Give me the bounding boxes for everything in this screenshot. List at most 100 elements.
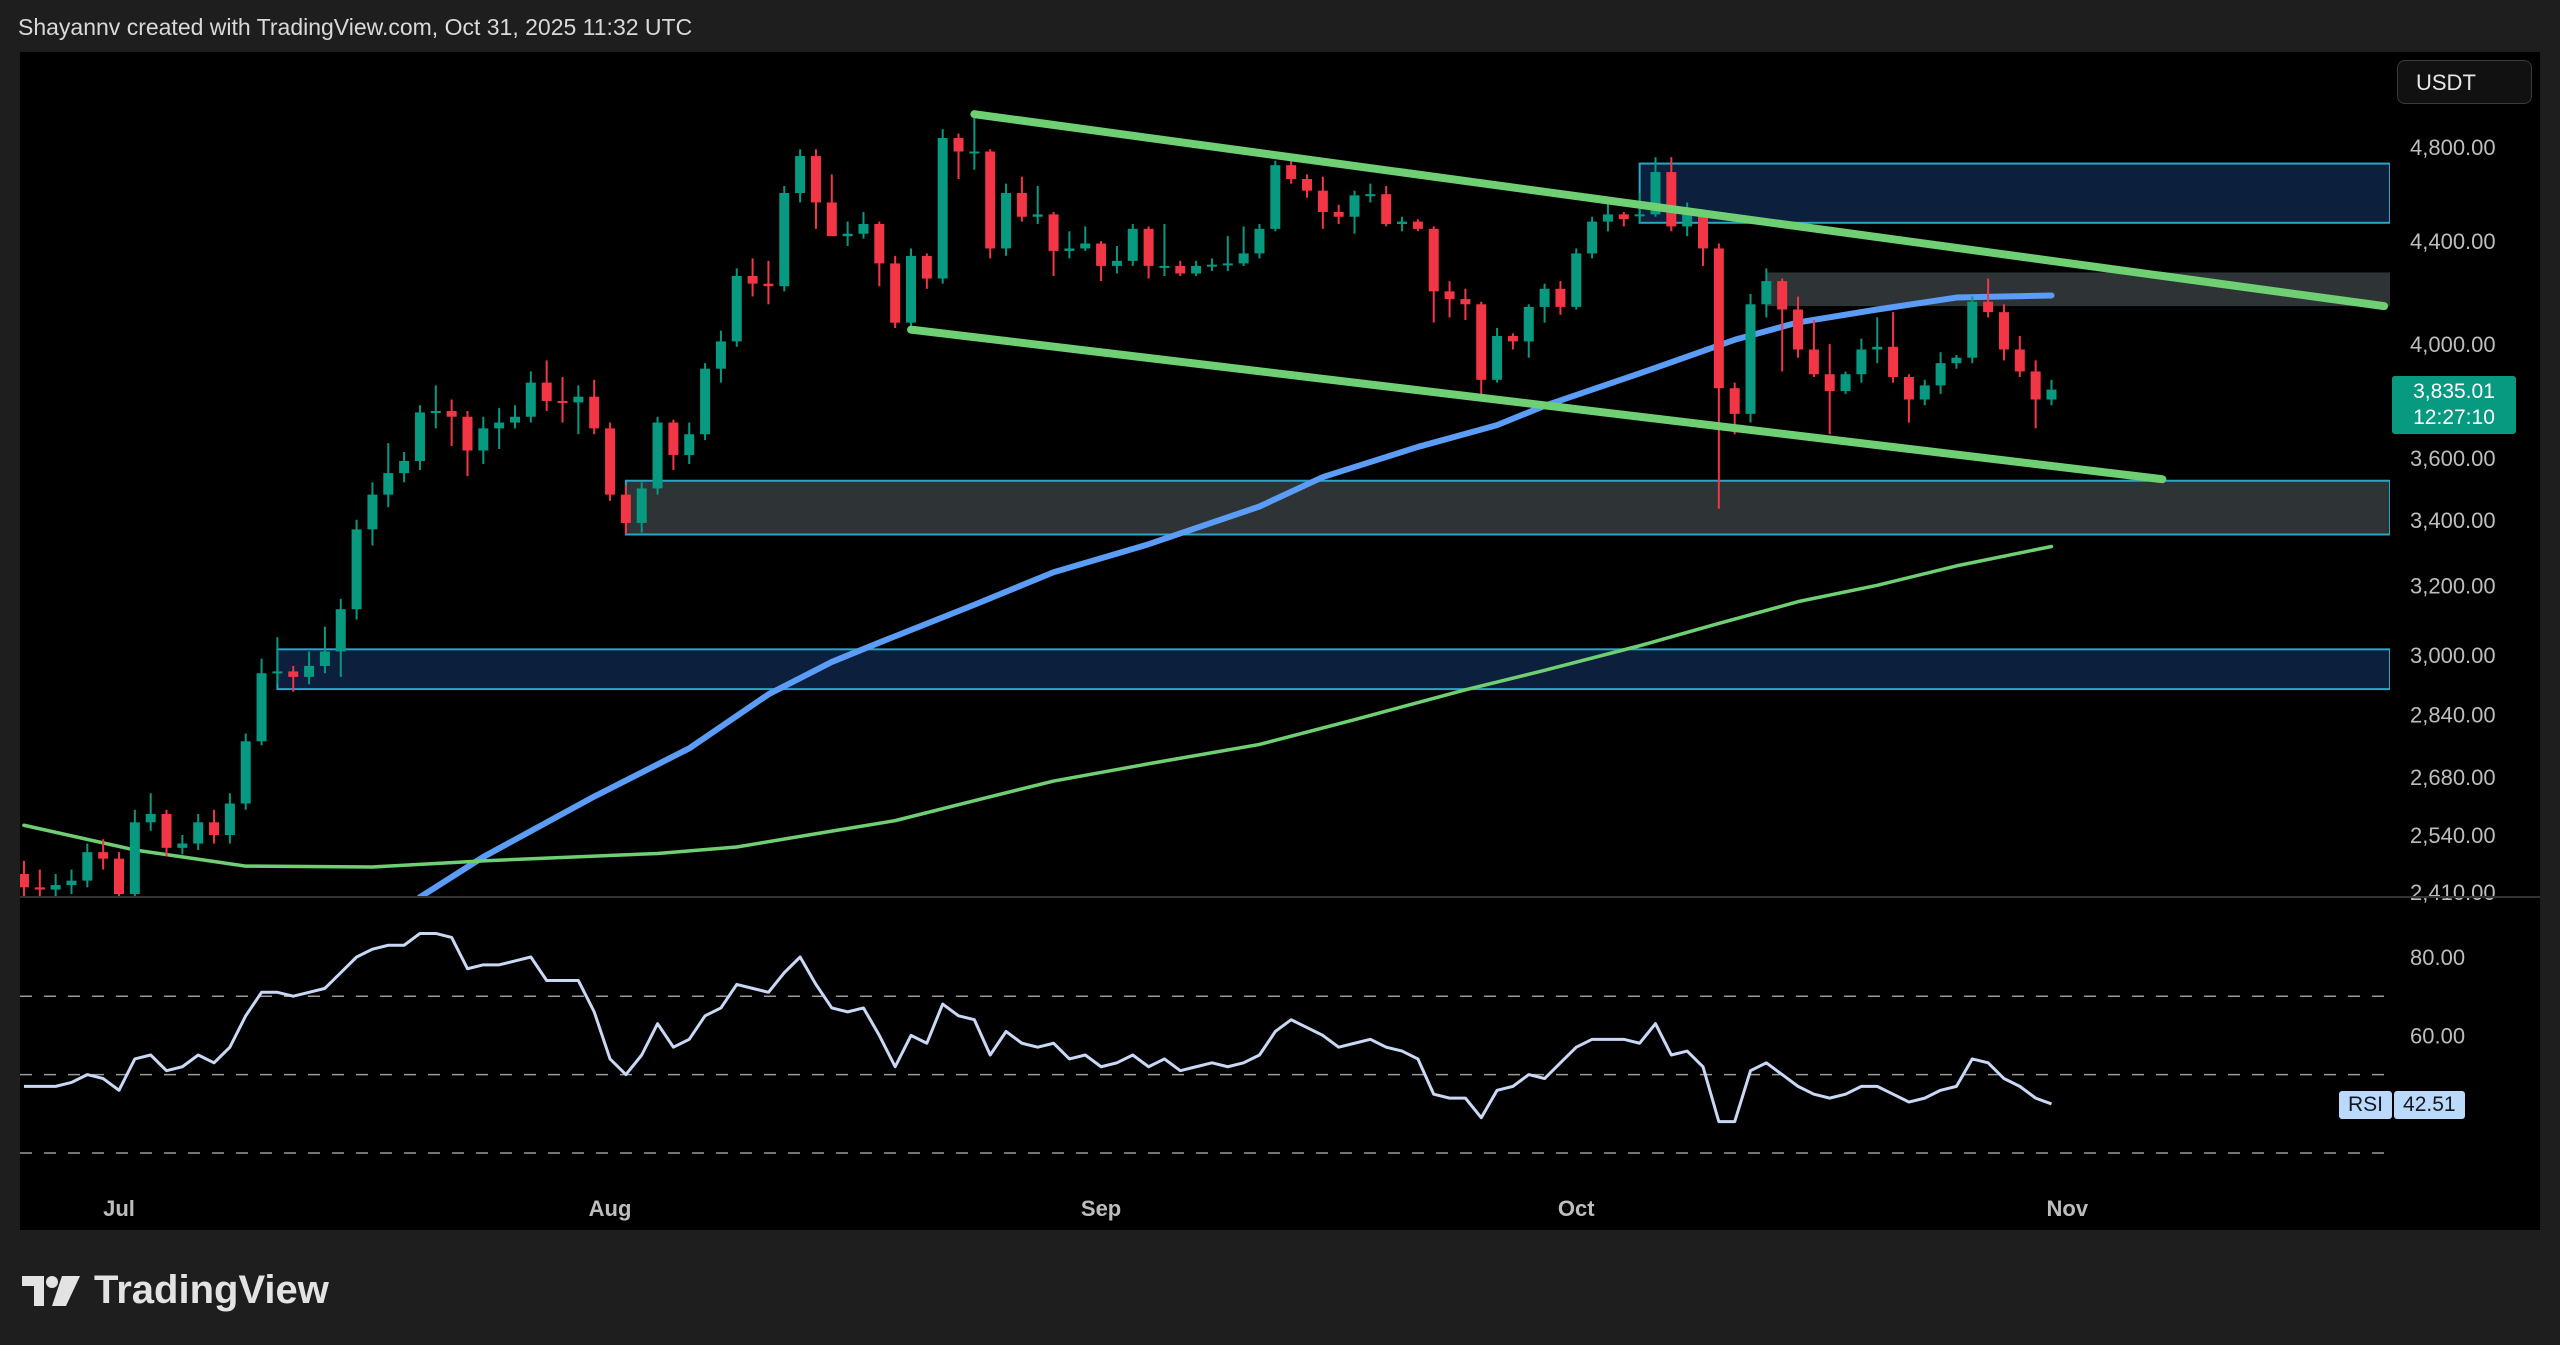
candle <box>589 379 600 435</box>
candle <box>114 852 124 897</box>
candle <box>478 416 489 465</box>
candle-body <box>209 822 220 836</box>
rsi-legend: RSI 42.51 <box>2339 1091 2465 1119</box>
candle <box>209 809 220 844</box>
candle <box>335 598 346 677</box>
candle <box>1856 338 1867 383</box>
candle-body <box>874 223 885 264</box>
candle <box>1222 236 1233 271</box>
candle <box>779 185 790 292</box>
candle <box>446 399 457 447</box>
candle <box>668 419 679 471</box>
candle <box>383 443 394 508</box>
candle <box>700 363 711 441</box>
candle <box>557 377 568 423</box>
candle <box>145 793 156 831</box>
candle-body <box>1444 291 1455 300</box>
candle-body <box>50 885 61 890</box>
candle <box>1903 374 1914 423</box>
candle-body <box>462 416 473 451</box>
candle-body <box>1127 228 1138 261</box>
candle <box>1001 183 1012 256</box>
candle-body <box>34 887 45 890</box>
candle-body <box>985 151 996 249</box>
time-tick-label: Oct <box>1558 1196 1595 1221</box>
candle-body <box>114 858 124 895</box>
candle <box>1745 293 1756 423</box>
candle-body <box>1143 228 1154 266</box>
candle <box>652 416 663 495</box>
candle-body <box>1539 288 1550 307</box>
candle <box>605 422 616 501</box>
candle <box>1175 260 1186 277</box>
candle <box>351 519 362 620</box>
rsi-value: 42.51 <box>2394 1091 2465 1119</box>
time-tick-label: Nov <box>2047 1196 2089 1221</box>
candle-body <box>414 412 425 461</box>
rsi-tick-label: 60.00 <box>2410 1023 2465 1048</box>
candle-body <box>1967 301 1978 358</box>
candle-body <box>1840 374 1851 392</box>
candle <box>161 809 172 857</box>
tradingview-logo-text: TradingView <box>94 1268 329 1312</box>
candle-body <box>1808 349 1819 375</box>
candle <box>636 482 647 533</box>
candle <box>399 451 410 483</box>
candle-body <box>1729 388 1740 414</box>
candle <box>1888 312 1899 383</box>
candle-body <box>288 671 299 677</box>
rsi-line <box>23 931 2052 1124</box>
candle <box>288 665 299 692</box>
candle-body <box>541 382 552 401</box>
candle-body <box>1523 306 1534 342</box>
candle-body <box>1872 346 1883 350</box>
candle-body <box>1222 263 1233 266</box>
candle-body <box>1412 221 1423 229</box>
candle-body <box>240 741 251 804</box>
candle-body <box>1016 193 1027 217</box>
candle-body <box>1935 363 1946 386</box>
candle-body <box>1998 312 2009 350</box>
candle-body <box>478 428 489 451</box>
candle-body <box>668 422 679 455</box>
candle <box>1507 333 1518 350</box>
price-tick-label: 2,680.00 <box>2410 765 2496 790</box>
currency-button[interactable]: USDT <box>2397 60 2532 104</box>
candle-body <box>1888 346 1899 378</box>
candle-body <box>1793 309 1804 350</box>
candle-body <box>810 156 821 203</box>
candle <box>494 408 505 450</box>
chart-area[interactable] <box>20 52 2540 1230</box>
candle-body <box>1064 248 1075 251</box>
candle <box>430 385 441 429</box>
candle-body <box>1507 336 1518 342</box>
candle-body <box>1682 211 1693 227</box>
candle-body <box>1460 299 1471 305</box>
candle-body <box>969 151 980 154</box>
candle <box>1444 281 1455 318</box>
candle <box>224 793 235 844</box>
candle-body <box>161 813 172 848</box>
candle <box>906 248 916 328</box>
candle <box>1713 243 1724 509</box>
zone-blue <box>1638 162 2390 224</box>
candle-body <box>1159 265 1170 268</box>
candle-body <box>304 665 315 677</box>
candle-body <box>145 813 156 823</box>
time-tick-label: Sep <box>1081 1196 1121 1221</box>
candle <box>1872 317 1883 364</box>
candle <box>1381 185 1392 227</box>
candle <box>240 733 251 810</box>
candle-body <box>1317 190 1328 212</box>
candle <box>620 485 631 535</box>
candle <box>1555 281 1566 315</box>
price-tick-label: 4,800.00 <box>2410 135 2496 160</box>
candle-body <box>731 276 742 342</box>
candle-body <box>1286 165 1297 179</box>
candle <box>34 869 45 897</box>
candle <box>763 260 774 305</box>
candle <box>1191 260 1202 277</box>
candle-body <box>2046 389 2057 400</box>
candle <box>1983 278 1994 318</box>
candle-body <box>1381 194 1392 224</box>
